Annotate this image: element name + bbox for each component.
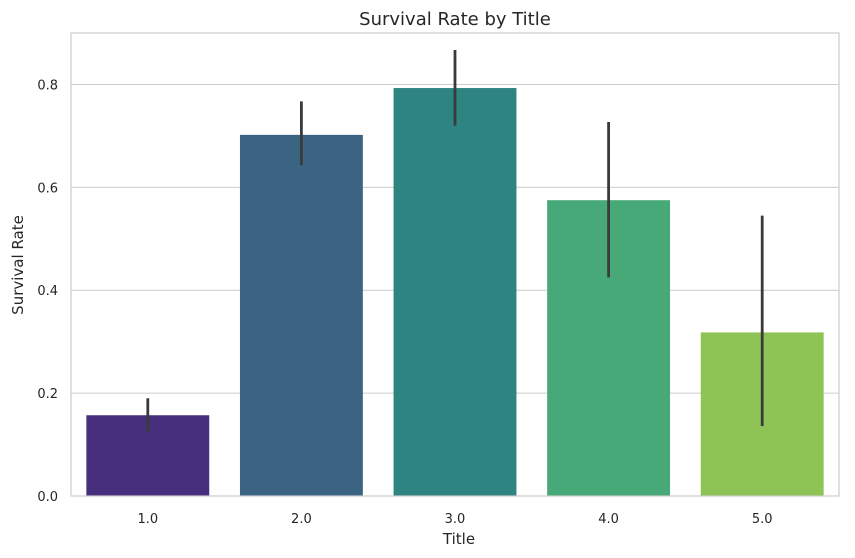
- bar-layer: [86, 88, 824, 497]
- plot-frame: [70, 32, 840, 497]
- x-tick-label: 2.0: [291, 512, 312, 527]
- y-tick-labels: 0.0 0.2 0.4 0.6 0.8: [37, 78, 58, 505]
- x-tick-label: 1.0: [137, 512, 158, 527]
- y-tick-label: 0.0: [37, 490, 58, 505]
- y-tick-label: 0.2: [37, 387, 58, 402]
- y-tick-label: 0.8: [37, 78, 58, 93]
- x-tick-label: 5.0: [752, 512, 773, 527]
- y-axis-label: Survival Rate: [9, 215, 27, 315]
- x-axis-label: Title: [442, 530, 475, 548]
- chart-title: Survival Rate by Title: [359, 9, 551, 30]
- y-tick-label: 0.4: [37, 284, 58, 299]
- x-tick-label: 3.0: [445, 512, 466, 527]
- x-tick-labels: 1.0 2.0 3.0 4.0 5.0: [137, 512, 772, 527]
- x-tick-label: 4.0: [598, 512, 619, 527]
- y-tick-label: 0.6: [37, 181, 58, 196]
- error-bar-layer: [146, 49, 764, 432]
- bar: [239, 134, 363, 497]
- bar: [393, 88, 517, 496]
